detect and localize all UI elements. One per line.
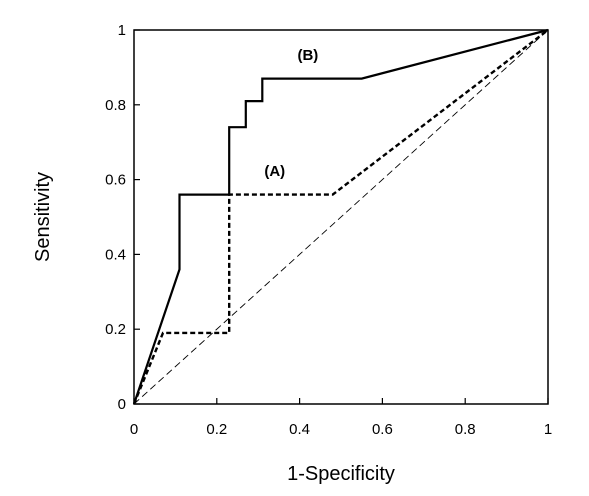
x-tick-label: 0 [130,421,138,438]
x-tick-label: 0.6 [372,421,393,438]
x-axis-title: 1-Specificity [287,463,395,485]
y-tick-label: 0 [118,396,126,413]
curve-label: (A) [264,163,285,180]
x-tick-label: 1 [544,421,552,438]
y-tick-label: 0.8 [105,97,126,114]
y-axis-ticks: 0 0.2 0.4 0.6 0.8 1 [105,22,140,413]
roc-curve-a [132,29,549,405]
y-axis-title: Sensitivity [32,172,54,262]
x-tick-label: 0.4 [289,421,310,438]
x-tick-label: 0.8 [455,421,476,438]
y-tick-label: 0.2 [105,321,126,338]
curve-label: (B) [297,47,318,64]
annotation-layer: (B) (A) [264,47,318,180]
x-tick-label: 0.2 [206,421,227,438]
y-tick-label: 0.6 [105,172,126,189]
y-tick-label: 1 [118,22,126,39]
series-layer [132,28,549,405]
reference-diagonal [133,29,549,405]
roc-curve-b [132,28,549,405]
y-tick-label: 0.4 [105,246,126,263]
x-axis-ticks: 0 0.2 0.4 0.6 0.8 1 [130,398,552,438]
plot-frame [133,29,549,405]
